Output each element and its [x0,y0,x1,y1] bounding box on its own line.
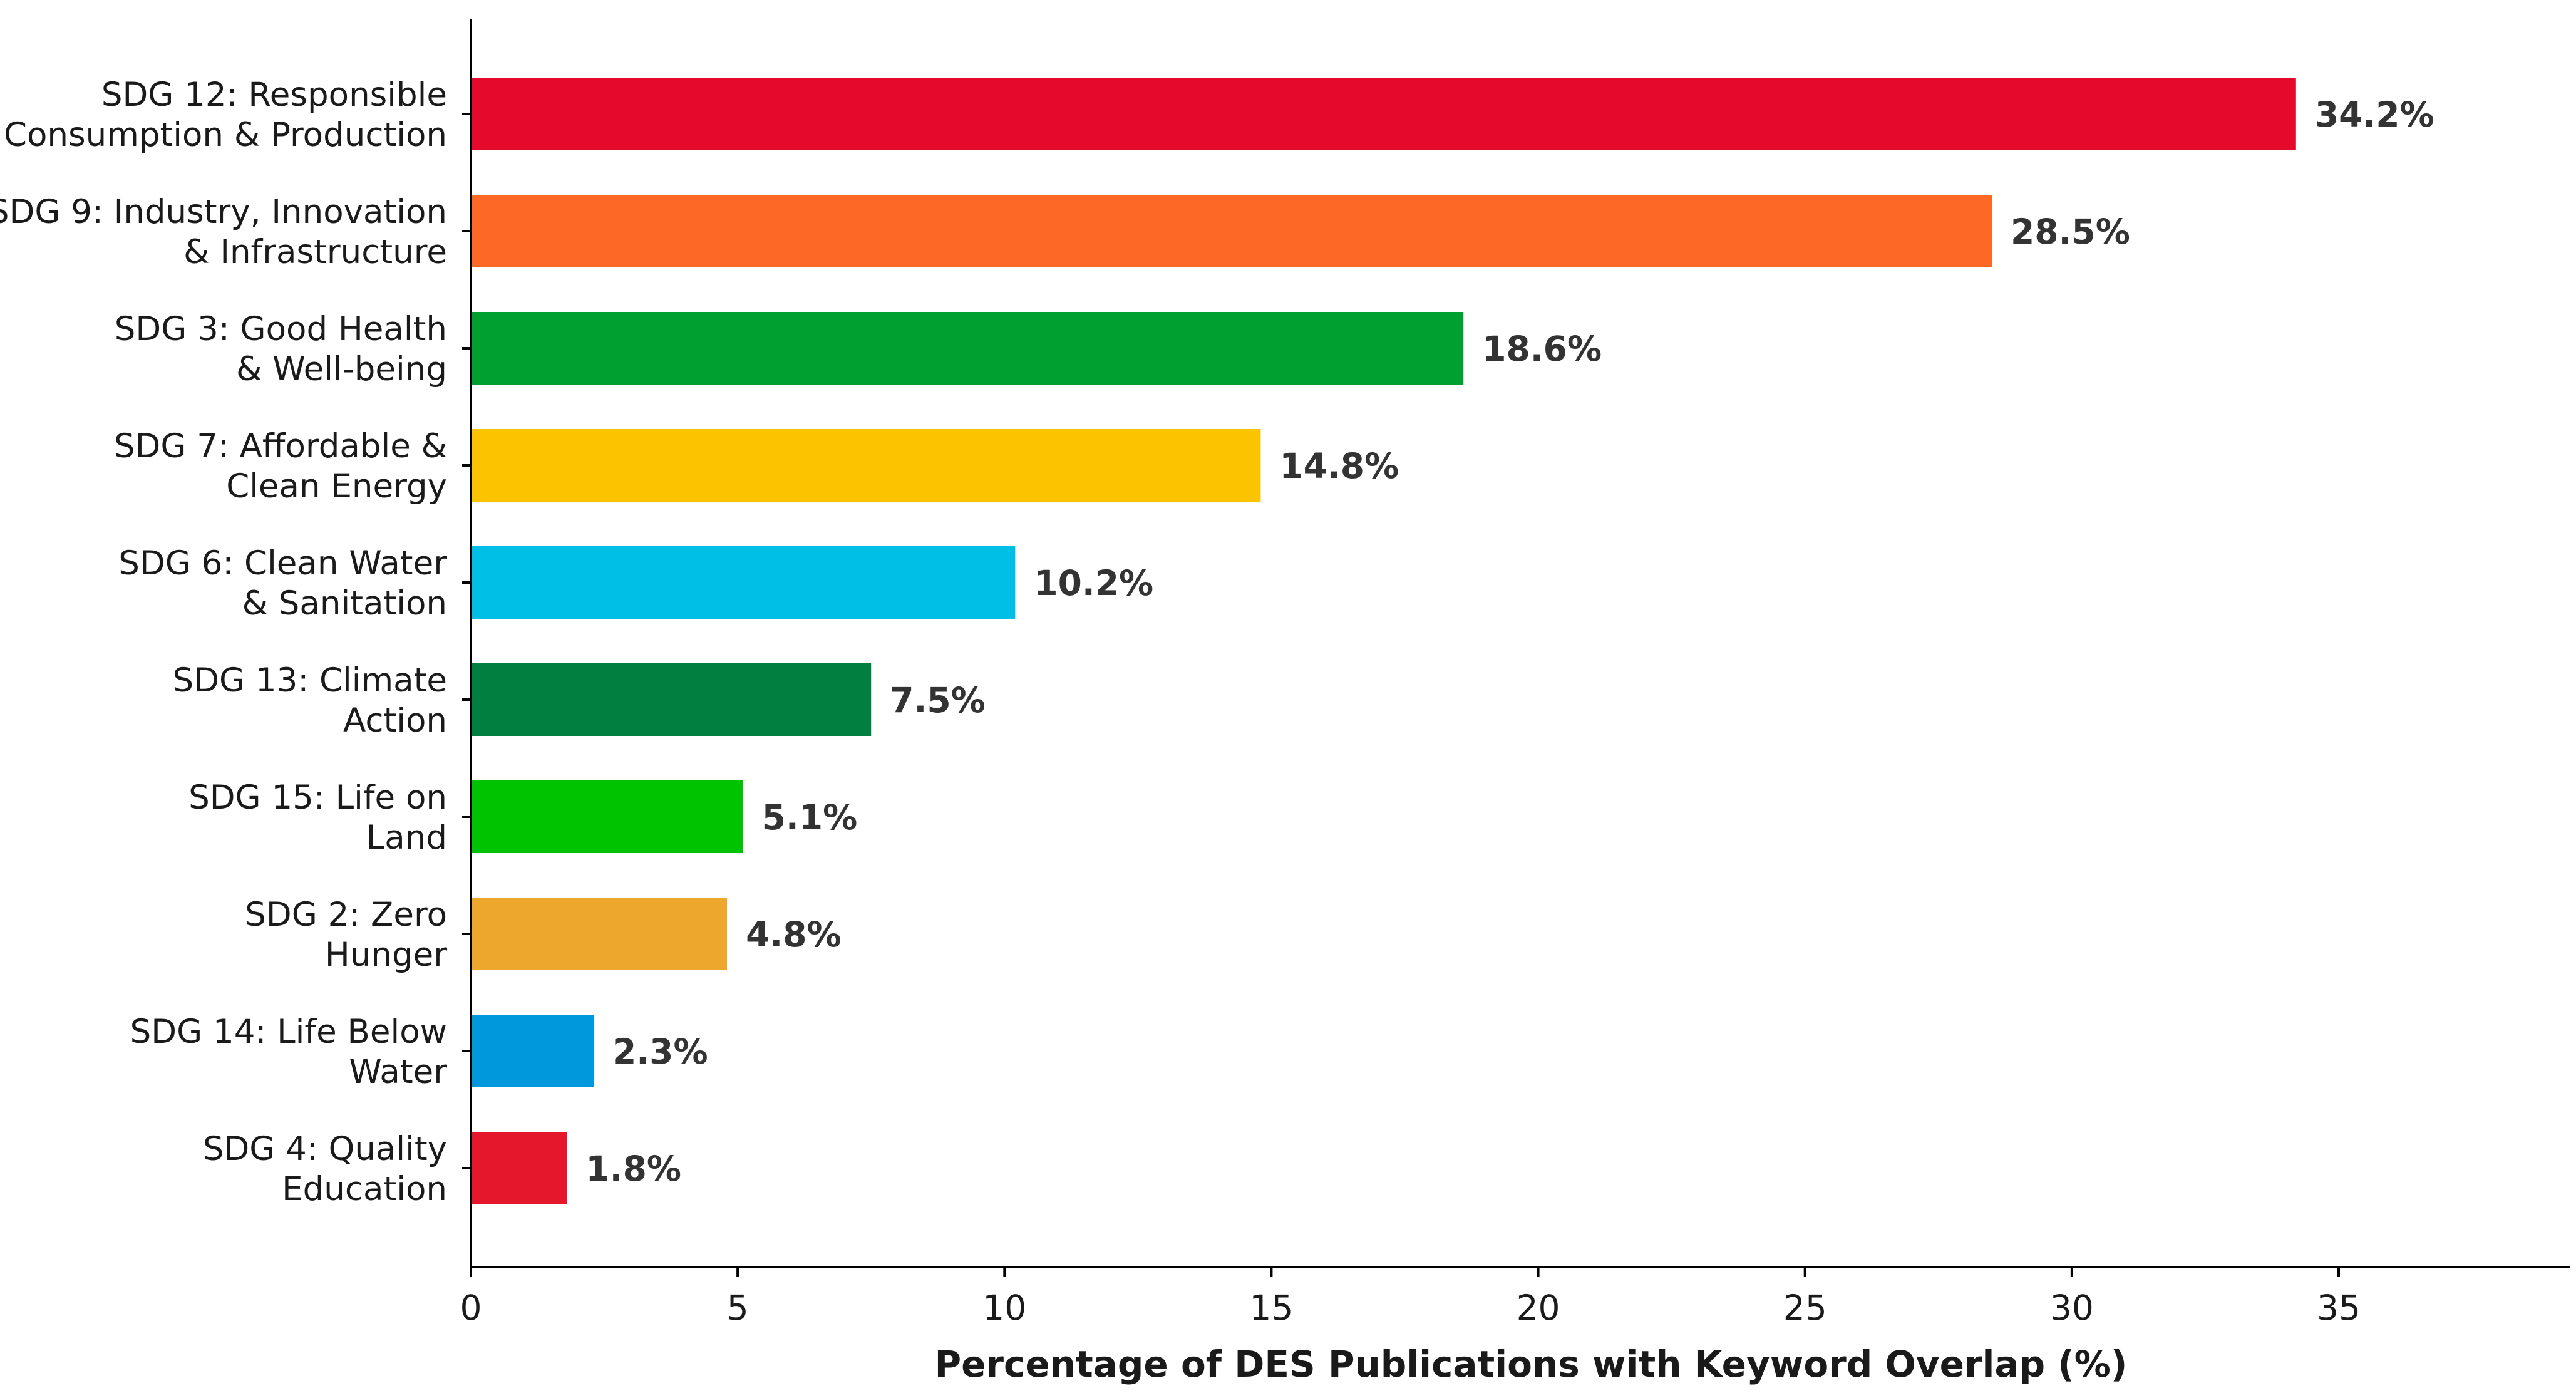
bar-2 [471,312,1464,385]
category-label: SDG 4: Quality [203,1130,447,1168]
value-label: 1.8% [585,1149,681,1189]
x-tick-label: 20 [1517,1288,1560,1328]
x-tick-label: 25 [1783,1288,1827,1328]
category-label: Clean Energy [226,467,447,505]
bar-6 [471,780,743,853]
category-label: SDG 15: Life on [188,779,447,817]
bar-7 [471,898,728,970]
x-tick-label: 35 [2317,1288,2361,1328]
x-tick-label: 15 [1249,1288,1293,1328]
category-label: Action [343,702,447,740]
value-label: 10.2% [1034,563,1153,603]
category-label: SDG 3: Good Health [115,310,447,348]
bar-0 [471,78,2296,150]
x-tick-label: 10 [982,1288,1026,1328]
value-labels: 34.2% 28.5% 18.6% 14.8% 10.2% 7.5% 5.1% 4.8% 2.3… [585,95,2434,1189]
category-label: SDG 12: Responsible [101,76,447,114]
category-label: Hunger [325,936,447,974]
x-tick-label: 5 [727,1288,749,1328]
bar-4 [471,546,1016,619]
value-label: 18.6% [1482,329,1602,369]
category-label: & Sanitation [242,584,447,623]
category-label: SDG 7: Affordable & [114,427,447,465]
bars-layer [471,78,2296,1204]
bar-1 [471,195,1992,267]
value-label: 2.3% [612,1032,708,1072]
bar-3 [471,429,1261,502]
bar-9 [471,1132,567,1204]
bar-5 [471,663,872,736]
value-label: 28.5% [2011,212,2130,252]
category-label: SDG 14: Life Below [130,1013,447,1051]
category-label: & Infrastructure [183,233,447,271]
category-label: & Well-being [236,350,447,388]
category-label: Consumption & Production [4,116,447,154]
category-label: Water [349,1053,447,1091]
axes [462,19,2570,1268]
value-label: 7.5% [890,680,986,720]
category-label: SDG 13: Climate [173,661,447,700]
category-label: SDG 6: Clean Water [118,544,447,582]
value-label: 34.2% [2315,95,2434,135]
category-label: SDG 2: Zero [245,896,447,934]
x-axis-ticks: 0 5 10 15 20 25 30 35 [460,1267,2361,1328]
bar-8 [471,1015,594,1087]
value-label: 14.8% [1279,446,1399,486]
value-label: 5.1% [762,797,858,837]
x-tick-label: 30 [2050,1288,2094,1328]
x-tick-label: 0 [460,1288,482,1328]
value-label: 4.8% [746,914,842,955]
category-label: Education [282,1170,447,1208]
category-label: Land [366,819,447,857]
category-label: SDG 9: Industry, Innovation [0,193,447,231]
x-axis-title: Percentage of DES Publications with Keyw… [935,1343,2128,1385]
